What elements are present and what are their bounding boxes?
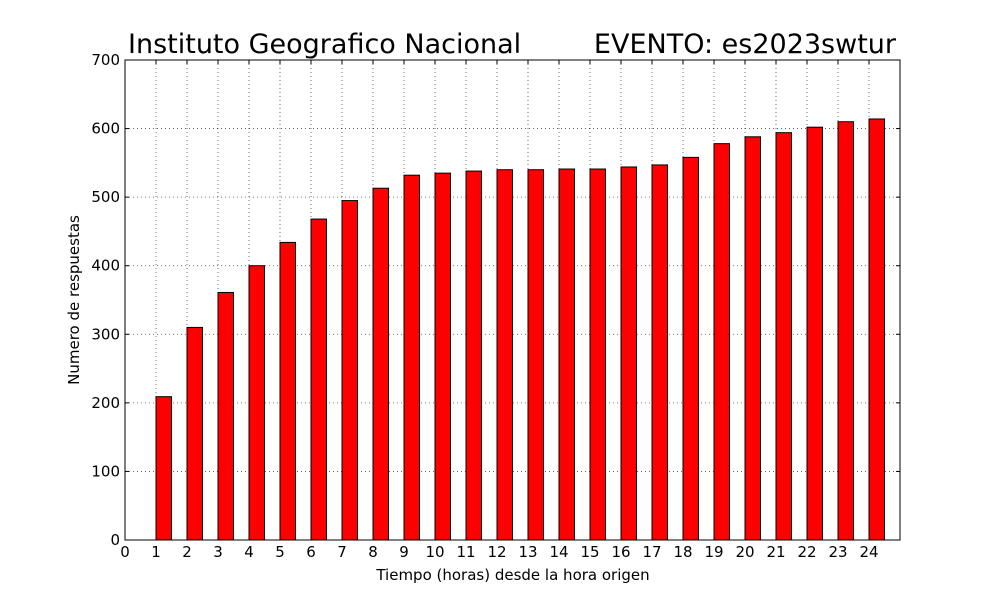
x-tick-label: 9 — [399, 543, 409, 561]
bars — [155, 118, 885, 541]
chart-title-right: EVENTO: es2023swtur — [594, 29, 897, 60]
y-tick-label: 400 — [91, 257, 120, 275]
bar-hour-19 — [713, 143, 730, 541]
y-tick-label: 200 — [91, 394, 120, 412]
chart-title-left: Instituto Geografico Nacional — [128, 29, 521, 60]
bar-hour-21 — [775, 132, 792, 541]
bar-hour-5 — [279, 241, 296, 541]
x-tick-label: 13 — [518, 543, 537, 561]
y-tick-label: 500 — [91, 188, 120, 206]
x-tick-label: 18 — [673, 543, 692, 561]
bar-hour-14 — [558, 168, 575, 541]
x-tick-labels: 0 1 2 3 4 5 6 7 8 9 10 11 12 13 14 15 16 17 18 19 20 21 22 23 24 — [120, 543, 878, 561]
y-tick-label: 600 — [91, 120, 120, 138]
x-axis-label: Tiempo (horas) desde la hora origen — [375, 566, 649, 584]
bar-hour-16 — [620, 166, 637, 541]
y-tick-label: 300 — [91, 325, 120, 343]
x-tick-label: 4 — [244, 543, 254, 561]
bar-hour-22 — [806, 126, 823, 541]
bar-hour-3 — [217, 291, 234, 541]
bar-hour-20 — [744, 136, 761, 541]
bar-hour-6 — [310, 218, 327, 541]
x-tick-label: 24 — [859, 543, 878, 561]
x-tick-label: 11 — [456, 543, 475, 561]
x-tick-label: 22 — [797, 543, 816, 561]
bar-hour-13 — [527, 169, 544, 541]
x-tick-label: 5 — [275, 543, 285, 561]
bar-hour-11 — [465, 170, 482, 541]
bar-hour-18 — [682, 156, 699, 541]
bar-hour-10 — [434, 172, 451, 541]
bar-hour-17 — [651, 164, 668, 541]
bar-hour-8 — [372, 187, 389, 541]
y-tick-label: 100 — [91, 462, 120, 480]
y-tick-label: 700 — [91, 51, 120, 69]
bar-hour-4 — [248, 265, 265, 541]
y-tick-label: 0 — [110, 531, 120, 549]
x-tick-label: 14 — [549, 543, 568, 561]
x-tick-label: 8 — [368, 543, 378, 561]
x-tick-label: 12 — [487, 543, 506, 561]
x-tick-label: 1 — [151, 543, 161, 561]
x-tick-label: 21 — [766, 543, 785, 561]
bar-hour-12 — [496, 169, 513, 541]
x-tick-label: 20 — [735, 543, 754, 561]
bar-hour-23 — [837, 121, 854, 541]
x-tick-label: 19 — [704, 543, 723, 561]
x-tick-label: 0 — [120, 543, 130, 561]
x-tick-label: 2 — [182, 543, 192, 561]
x-tick-label: 17 — [642, 543, 661, 561]
axis-ticks — [124, 59, 900, 541]
y-axis-label: Numero de respuestas — [65, 215, 83, 385]
x-tick-label: 16 — [611, 543, 630, 561]
x-tick-label: 7 — [337, 543, 347, 561]
bar-hour-1 — [155, 396, 172, 541]
bar-hour-2 — [186, 326, 203, 541]
x-tick-label: 3 — [213, 543, 223, 561]
plot-frame — [124, 59, 901, 541]
x-tick-label: 10 — [425, 543, 444, 561]
bar-hour-15 — [589, 168, 606, 541]
y-tick-labels: 0 100 200 300 400 500 600 700 — [91, 51, 120, 549]
bar-hour-7 — [341, 200, 358, 541]
x-tick-label: 23 — [828, 543, 847, 561]
x-tick-label: 15 — [580, 543, 599, 561]
bar-hour-24 — [868, 118, 885, 541]
x-tick-label: 6 — [306, 543, 316, 561]
bar-hour-9 — [403, 174, 420, 541]
